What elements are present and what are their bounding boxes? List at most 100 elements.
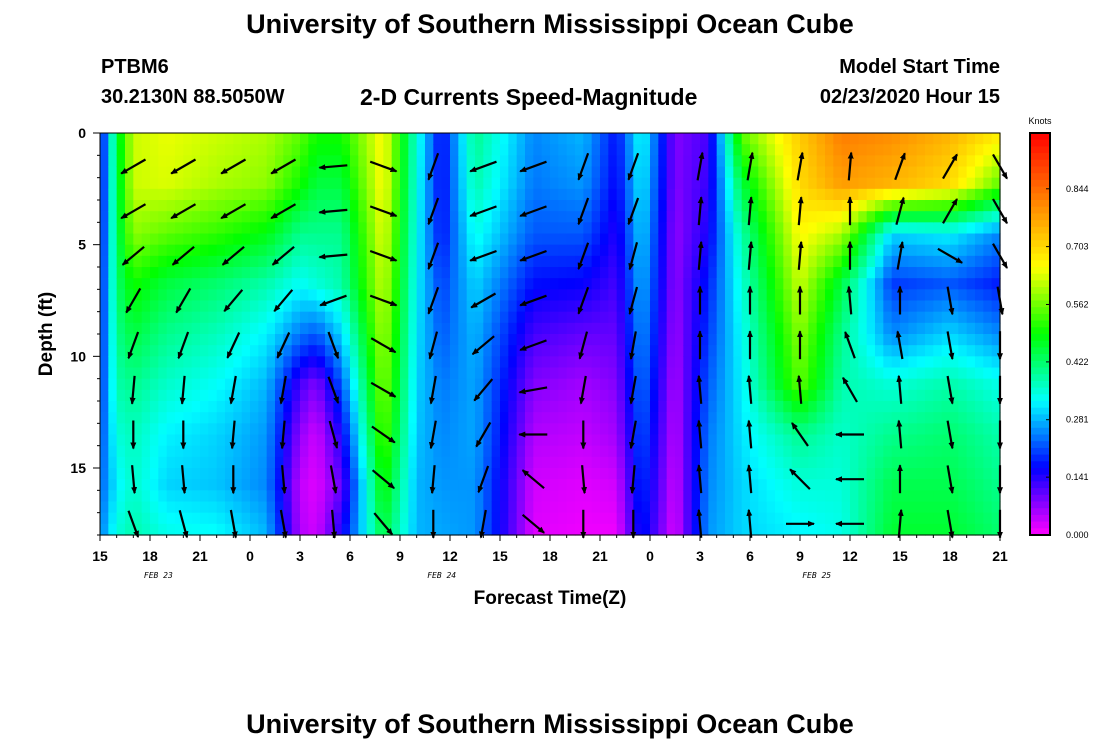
heatmap-cell — [308, 267, 318, 279]
heatmap-cell — [441, 133, 451, 145]
heatmap-cell — [250, 389, 259, 402]
heatmap-cell — [908, 512, 918, 525]
heatmap-cell — [650, 434, 659, 447]
heatmap-cell — [808, 345, 818, 357]
heatmap-cell — [391, 177, 401, 190]
current-vector — [578, 331, 589, 360]
heatmap-cell — [850, 300, 859, 313]
heatmap-cell — [683, 144, 693, 156]
heatmap-cell — [683, 378, 693, 391]
heatmap-cell — [991, 133, 1001, 145]
heatmap-cell — [866, 523, 876, 536]
heatmap-cell — [833, 378, 843, 391]
heatmap-cell — [900, 177, 909, 190]
heatmap-cell — [425, 468, 434, 480]
heatmap-cell — [100, 367, 109, 380]
heatmap-cell — [866, 401, 876, 413]
heatmap-cell — [558, 389, 568, 402]
current-vector — [181, 465, 188, 495]
heatmap-cell — [258, 322, 268, 335]
heatmap-cell — [875, 412, 884, 424]
heatmap-cell — [125, 434, 134, 447]
heatmap-cell — [366, 423, 376, 436]
heatmap-cell — [575, 479, 584, 491]
heatmap-cell — [741, 334, 751, 346]
heatmap-cell — [166, 289, 176, 302]
heatmap-cell — [883, 490, 893, 503]
heatmap-cell — [650, 211, 659, 223]
heatmap-cell — [716, 423, 726, 436]
heatmap-cell — [708, 177, 718, 190]
heatmap-cell — [200, 211, 209, 223]
heatmap-cell — [658, 434, 668, 447]
heatmap-cell — [308, 233, 318, 246]
heatmap-cell — [883, 289, 893, 302]
heatmap-cell — [841, 267, 851, 279]
heatmap-cell — [125, 200, 134, 212]
heatmap-cell — [616, 490, 626, 503]
heatmap-cell — [841, 334, 851, 346]
heatmap-cell — [450, 345, 459, 357]
heatmap-cell — [433, 222, 443, 235]
heatmap-cell — [283, 479, 293, 491]
heatmap-cell — [758, 144, 768, 156]
heatmap-cell — [600, 367, 609, 380]
heatmap-cell — [491, 389, 501, 402]
current-vector — [897, 508, 904, 538]
heatmap-cell — [750, 311, 759, 324]
heatmap-cell — [833, 289, 843, 302]
heatmap-cell — [275, 512, 284, 525]
heatmap-cell — [558, 423, 568, 436]
heatmap-cell — [258, 255, 268, 268]
heatmap-cell — [466, 479, 476, 491]
heatmap-cell — [858, 177, 868, 190]
heatmap-cell — [250, 356, 259, 369]
heatmap-cell — [875, 445, 884, 458]
heatmap-cell — [200, 300, 209, 313]
heatmap-cell — [300, 166, 309, 179]
heatmap-cell — [408, 177, 418, 190]
heatmap-cell — [458, 490, 468, 503]
heatmap-cell — [241, 244, 251, 257]
heatmap-cell — [300, 479, 309, 491]
heatmap-cell — [583, 423, 593, 436]
heatmap-cell — [158, 523, 168, 536]
heatmap-cell — [383, 468, 393, 480]
heatmap-cell — [125, 267, 134, 279]
current-vector — [519, 160, 547, 173]
heatmap-cell — [883, 200, 893, 212]
heatmap-cell — [841, 222, 851, 235]
heatmap-cell — [950, 211, 959, 223]
heatmap-cell — [808, 177, 818, 190]
current-vector — [697, 196, 704, 226]
heatmap-cell — [208, 144, 218, 156]
heatmap-cell — [925, 244, 934, 257]
heatmap-cell — [408, 367, 418, 380]
heatmap-cell — [391, 233, 401, 246]
heatmap-cell — [933, 188, 943, 201]
heatmap-cell — [916, 211, 926, 223]
heatmap-cell — [150, 188, 159, 201]
heatmap-cell — [783, 490, 793, 503]
heatmap-cell — [683, 255, 693, 268]
heatmap-cell — [983, 479, 993, 491]
heatmap-cell — [766, 144, 776, 156]
heatmap-cell — [791, 389, 801, 402]
heatmap-cell — [358, 367, 368, 380]
heatmap-cell — [991, 222, 1001, 235]
heatmap-cell — [375, 289, 384, 302]
heatmap-cell — [358, 200, 368, 212]
heatmap-cell — [908, 322, 918, 335]
heatmap-cell — [650, 490, 659, 503]
heatmap-cell — [708, 356, 718, 369]
x-tick-label: 3 — [696, 548, 704, 564]
heatmap-cell — [525, 311, 534, 324]
heatmap-cell — [700, 434, 709, 447]
heatmap-cell — [483, 278, 493, 290]
heatmap-cell — [541, 367, 551, 380]
heatmap-cell — [458, 166, 468, 179]
heatmap-cell — [975, 133, 984, 145]
heatmap-cell — [341, 423, 351, 436]
heatmap-cell — [900, 155, 909, 168]
heatmap-cell — [208, 322, 218, 335]
